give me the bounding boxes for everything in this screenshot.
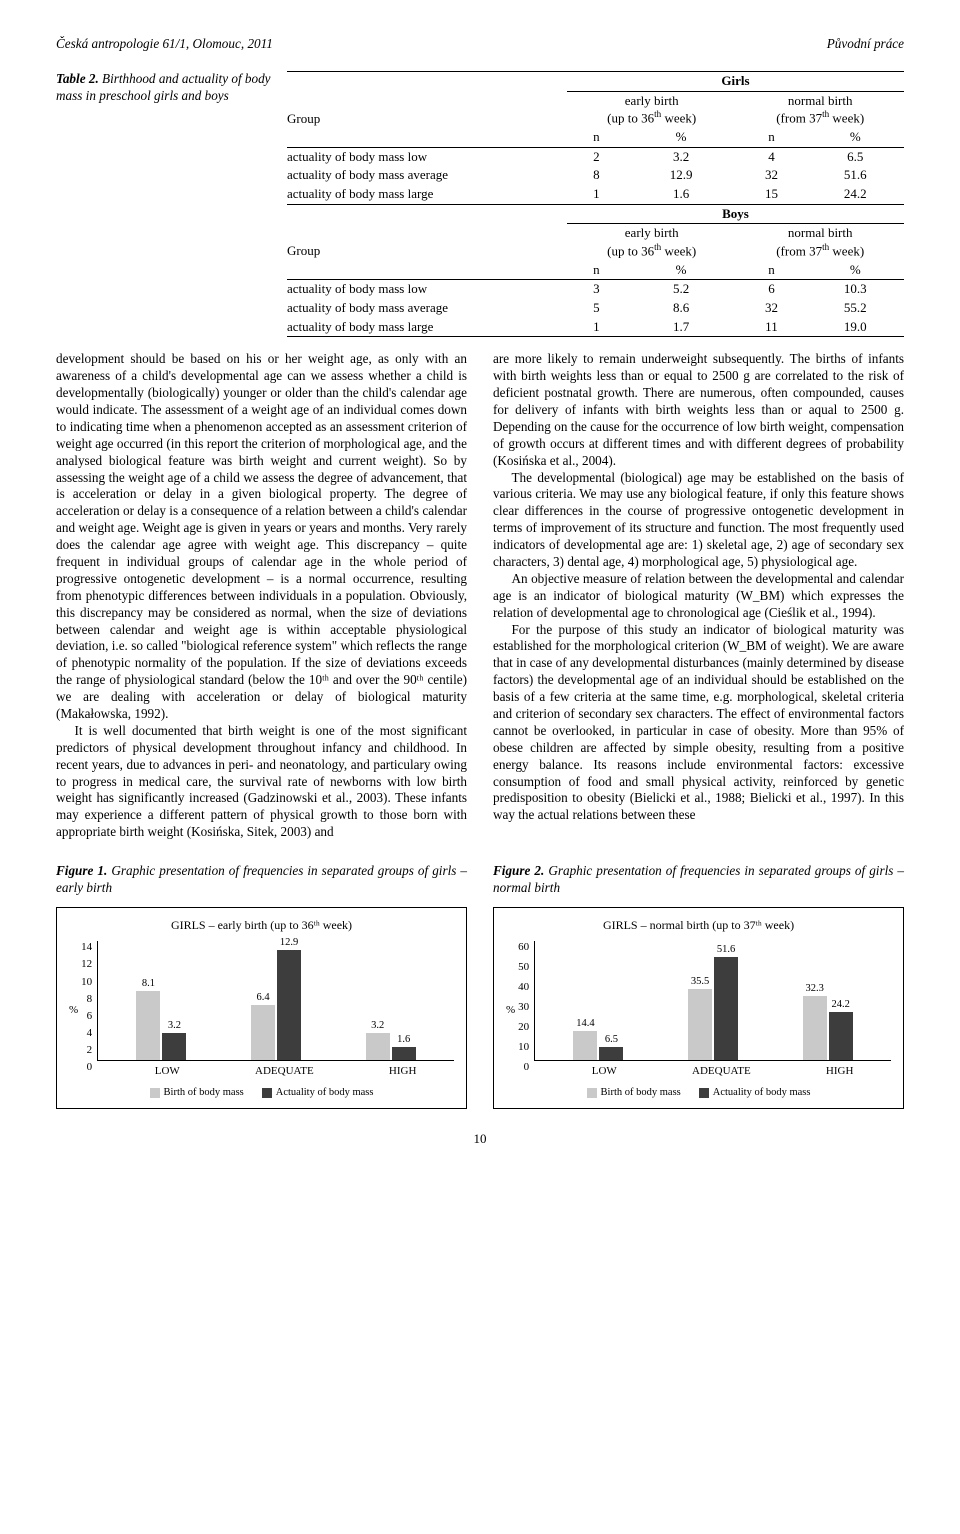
chart-bar: 3.2: [366, 1033, 390, 1060]
body-paragraph: For the purpose of this study an indicat…: [493, 622, 904, 825]
chart-legend: Birth of body mass Actuality of body mas…: [69, 1086, 454, 1099]
fig2-caption: Graphic presentation of frequencies in s…: [493, 863, 904, 895]
chart-bar: 35.5: [688, 989, 712, 1060]
table-row-label: actuality of body mass average: [287, 166, 567, 185]
body-paragraph: It is well documented that birth weight …: [56, 723, 467, 841]
chart-plot: 14.46.5 35.551.6 32.324.2: [534, 941, 891, 1061]
y-ticks: 14121086420: [81, 941, 97, 1073]
x-label: LOW: [155, 1064, 180, 1078]
body-columns: development should be based on his or he…: [56, 351, 904, 841]
body-paragraph: development should be based on his or he…: [56, 351, 467, 723]
header-left: Česká antropologie 61/1, Olomouc, 2011: [56, 36, 273, 53]
x-axis: LOW ADEQUATE HIGH: [554, 1064, 891, 1078]
chart-group: 32.324.2: [803, 996, 853, 1061]
x-label: HIGH: [389, 1064, 417, 1078]
figure-1: Figure 1. Graphic presentation of freque…: [56, 863, 467, 1109]
table-row-label: actuality of body mass large: [287, 185, 567, 204]
table-label: Table 2.: [56, 71, 99, 86]
chart-legend: Birth of body mass Actuality of body mas…: [506, 1086, 891, 1099]
data-table: Girls Group early birth(up to 36th week)…: [287, 71, 904, 337]
chart-title: GIRLS – early birth (up to 36ᵗʰ week): [69, 918, 454, 933]
chart-bar: 8.1: [136, 991, 160, 1060]
girls-header: Girls: [721, 73, 749, 88]
table-row-label: actuality of body mass low: [287, 147, 567, 166]
body-paragraph: are more likely to remain underweight su…: [493, 351, 904, 469]
x-axis: LOW ADEQUATE HIGH: [117, 1064, 454, 1078]
right-column: are more likely to remain underweight su…: [493, 351, 904, 841]
x-label: LOW: [592, 1064, 617, 1078]
body-paragraph: An objective measure of relation between…: [493, 571, 904, 622]
x-label: ADEQUATE: [692, 1064, 751, 1078]
chart-bar: 6.4: [251, 1005, 275, 1060]
fig1-label: Figure 1.: [56, 863, 107, 878]
y-axis-label: %: [506, 1003, 518, 1017]
chart-group: 14.46.5: [573, 1031, 623, 1060]
chart-bar: 24.2: [829, 1012, 853, 1060]
fig1-caption: Graphic presentation of frequencies in s…: [56, 863, 467, 895]
chart-bar: 14.4: [573, 1031, 597, 1060]
table-row-label: actuality of body mass large: [287, 318, 567, 337]
table-row-label: actuality of body mass low: [287, 280, 567, 299]
chart-bar: 1.6: [392, 1047, 416, 1061]
normal-col: normal birth(from 37th week): [736, 91, 904, 128]
chart-bar: 12.9: [277, 950, 301, 1061]
x-label: ADEQUATE: [255, 1064, 314, 1078]
chart-group: 35.551.6: [688, 957, 738, 1060]
left-column: development should be based on his or he…: [56, 351, 467, 841]
table-caption: Table 2. Birthhood and actuality of body…: [56, 71, 271, 337]
y-ticks: 6050403020100: [518, 941, 534, 1073]
running-header: Česká antropologie 61/1, Olomouc, 2011 P…: [56, 36, 904, 53]
chart-title: GIRLS – normal birth (up to 37ᵗʰ week): [506, 918, 891, 933]
chart-group: 3.21.6: [366, 1033, 416, 1060]
chart-bar: 32.3: [803, 996, 827, 1061]
chart-plot: 8.13.26.412.93.21.6: [97, 941, 454, 1061]
y-axis-label: %: [69, 1003, 81, 1017]
chart-group: 8.13.2: [136, 991, 186, 1060]
figure-2: Figure 2. Graphic presentation of freque…: [493, 863, 904, 1109]
chart-bar: 6.5: [599, 1047, 623, 1060]
group-label: Group: [287, 91, 567, 147]
chart-bar: 3.2: [162, 1033, 186, 1060]
chart-group: 6.412.9: [251, 950, 301, 1061]
body-paragraph: The developmental (biological) age may b…: [493, 470, 904, 571]
x-label: HIGH: [826, 1064, 854, 1078]
table-row-label: actuality of body mass average: [287, 299, 567, 318]
page-number: 10: [56, 1131, 904, 1148]
chart-bar: 51.6: [714, 957, 738, 1060]
early-col: early birth(up to 36th week): [567, 91, 736, 128]
boys-header: Boys: [722, 206, 749, 221]
header-right: Původní práce: [827, 36, 904, 53]
fig2-label: Figure 2.: [493, 863, 544, 878]
